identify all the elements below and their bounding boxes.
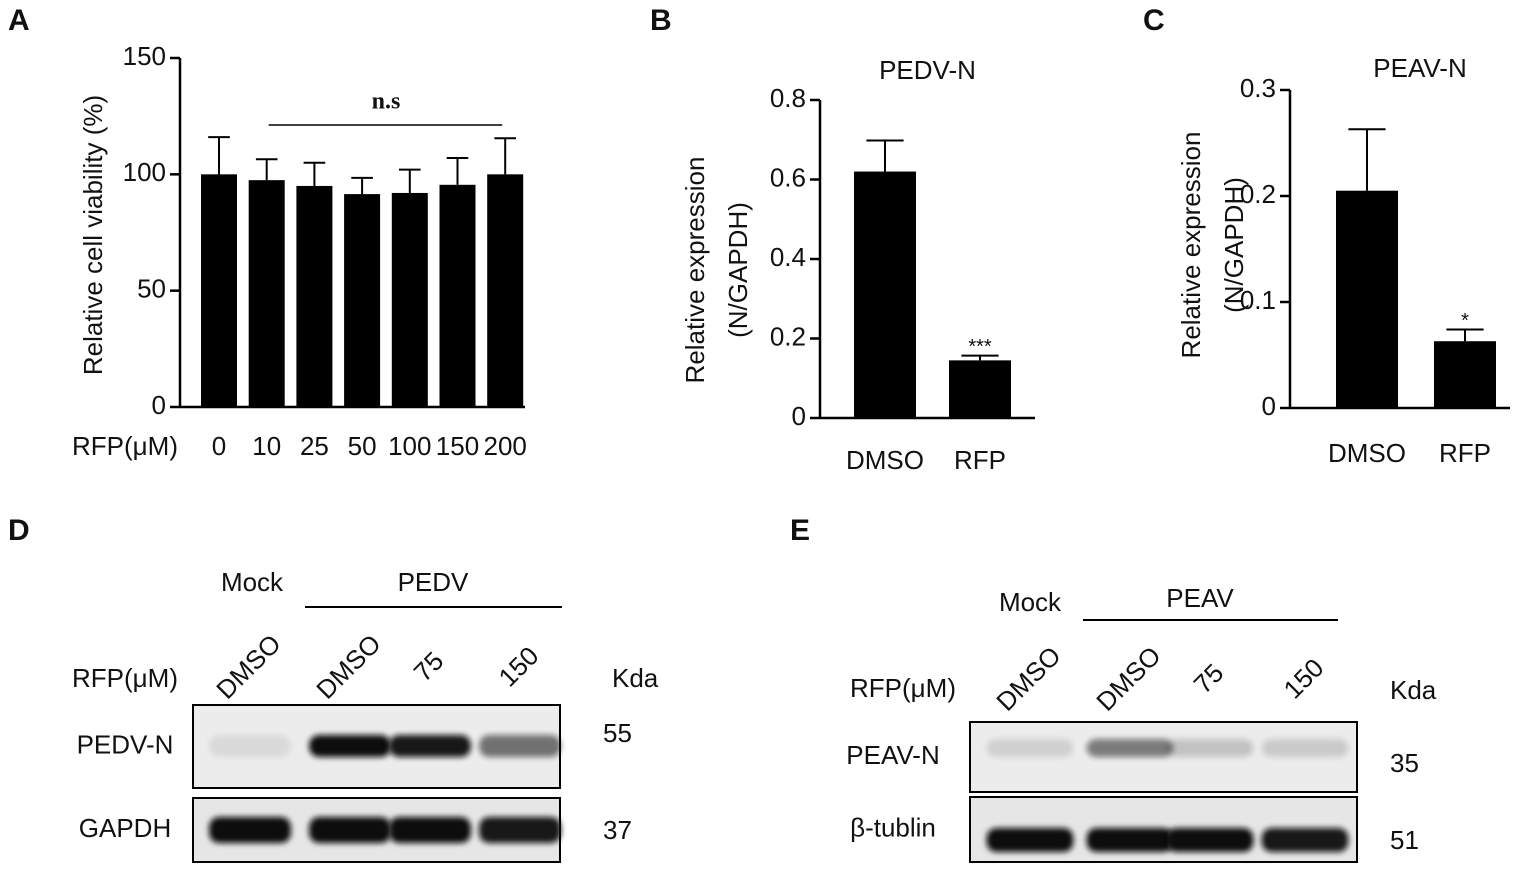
lane-label: 150: [493, 641, 545, 693]
y-tick-label: 100: [123, 157, 166, 187]
y-tick-label: 0.8: [770, 83, 806, 113]
row-label: PEAV-N: [846, 740, 939, 770]
y-tick-label: 0.2: [1240, 179, 1276, 209]
panel-label: D: [8, 514, 30, 547]
y-tick-label: 50: [137, 274, 166, 304]
bar: [439, 184, 476, 407]
x-tick-label: 0: [212, 431, 226, 461]
unit-label: Kda: [612, 663, 659, 693]
row-label: GAPDH: [79, 813, 171, 843]
annotation: n.s: [372, 89, 401, 115]
treatment-label: RFP(μM): [72, 663, 178, 693]
y-axis-label: Relative cell viability (%): [78, 95, 108, 375]
group-label: PEAV: [1166, 583, 1234, 613]
y-tick-label: 0.6: [770, 162, 806, 192]
y-tick-label: 0.3: [1240, 73, 1276, 103]
band: [209, 735, 291, 757]
y-axis-label: Relative expression: [680, 157, 710, 384]
bar: [1336, 190, 1398, 408]
panel-label: E: [790, 514, 810, 547]
y-tick-label: 0: [792, 401, 806, 431]
kda-label: 37: [603, 815, 632, 845]
bar: [201, 174, 237, 407]
y-axis-label: Relative expression: [1176, 132, 1206, 359]
bar: [1434, 341, 1496, 408]
band: [479, 817, 561, 843]
chart-title: PEAV-N: [1373, 53, 1466, 83]
bar: [296, 185, 333, 407]
x-tick-label: DMSO: [1328, 438, 1406, 468]
bar: [344, 194, 381, 407]
y-tick-label: 150: [123, 41, 166, 71]
kda-label: 35: [1390, 748, 1419, 778]
band: [1086, 739, 1174, 757]
x-tick-label: 50: [348, 431, 377, 461]
panel-label: C: [1143, 4, 1165, 37]
x-tick-label: 25: [300, 431, 329, 461]
panel-label: A: [8, 4, 30, 37]
x-axis-label: RFP(μM): [72, 431, 178, 461]
y-axis-label: (N/GAPDH): [723, 202, 753, 338]
band: [209, 817, 291, 843]
x-tick-label: 200: [484, 431, 527, 461]
treatment-label: RFP(μM): [850, 673, 956, 703]
band: [309, 735, 391, 757]
bar: [391, 192, 428, 407]
unit-label: Kda: [1390, 675, 1437, 705]
band: [309, 817, 391, 843]
y-tick-label: 0: [152, 390, 166, 420]
group-label: PEDV: [398, 567, 469, 597]
x-tick-label: RFP: [1439, 438, 1491, 468]
band: [986, 739, 1074, 757]
lane-label: 75: [1188, 658, 1230, 700]
panel-label: B: [650, 4, 672, 37]
band: [986, 828, 1074, 852]
band: [1166, 739, 1254, 757]
band: [1261, 739, 1349, 757]
y-tick-label: 0.4: [770, 242, 806, 272]
band: [1166, 828, 1254, 852]
group-label: Mock: [221, 567, 284, 597]
x-tick-label: 10: [252, 431, 281, 461]
significance: *: [1461, 310, 1469, 332]
bar: [248, 180, 285, 407]
band: [389, 817, 471, 843]
x-tick-label: 150: [436, 431, 479, 461]
x-tick-label: RFP: [954, 445, 1006, 475]
y-tick-label: 0.1: [1240, 285, 1276, 315]
kda-label: 55: [603, 718, 632, 748]
group-label: Mock: [999, 587, 1062, 617]
bar: [487, 174, 524, 407]
band: [389, 735, 471, 757]
band: [1086, 828, 1174, 852]
y-tick-label: 0.2: [770, 321, 806, 351]
y-axis-label: (N/GAPDH): [1219, 177, 1249, 313]
kda-label: 51: [1390, 825, 1419, 855]
chart-title: PEDV-N: [879, 55, 976, 85]
lane-label: DMSO: [310, 628, 386, 704]
x-tick-label: DMSO: [846, 445, 924, 475]
y-tick-label: 0: [1262, 391, 1276, 421]
lane-label: DMSO: [1090, 640, 1166, 716]
bar: [854, 171, 916, 418]
lane-label: DMSO: [210, 628, 286, 704]
band: [1261, 828, 1349, 852]
lane-label: 150: [1278, 653, 1330, 705]
lane-label: 75: [408, 646, 450, 688]
row-label: β-tublin: [850, 812, 936, 842]
lane-label: DMSO: [990, 640, 1066, 716]
band: [479, 735, 561, 757]
row-label: PEDV-N: [77, 729, 174, 759]
bar: [949, 360, 1011, 418]
x-tick-label: 100: [388, 431, 431, 461]
significance: ***: [968, 336, 992, 358]
